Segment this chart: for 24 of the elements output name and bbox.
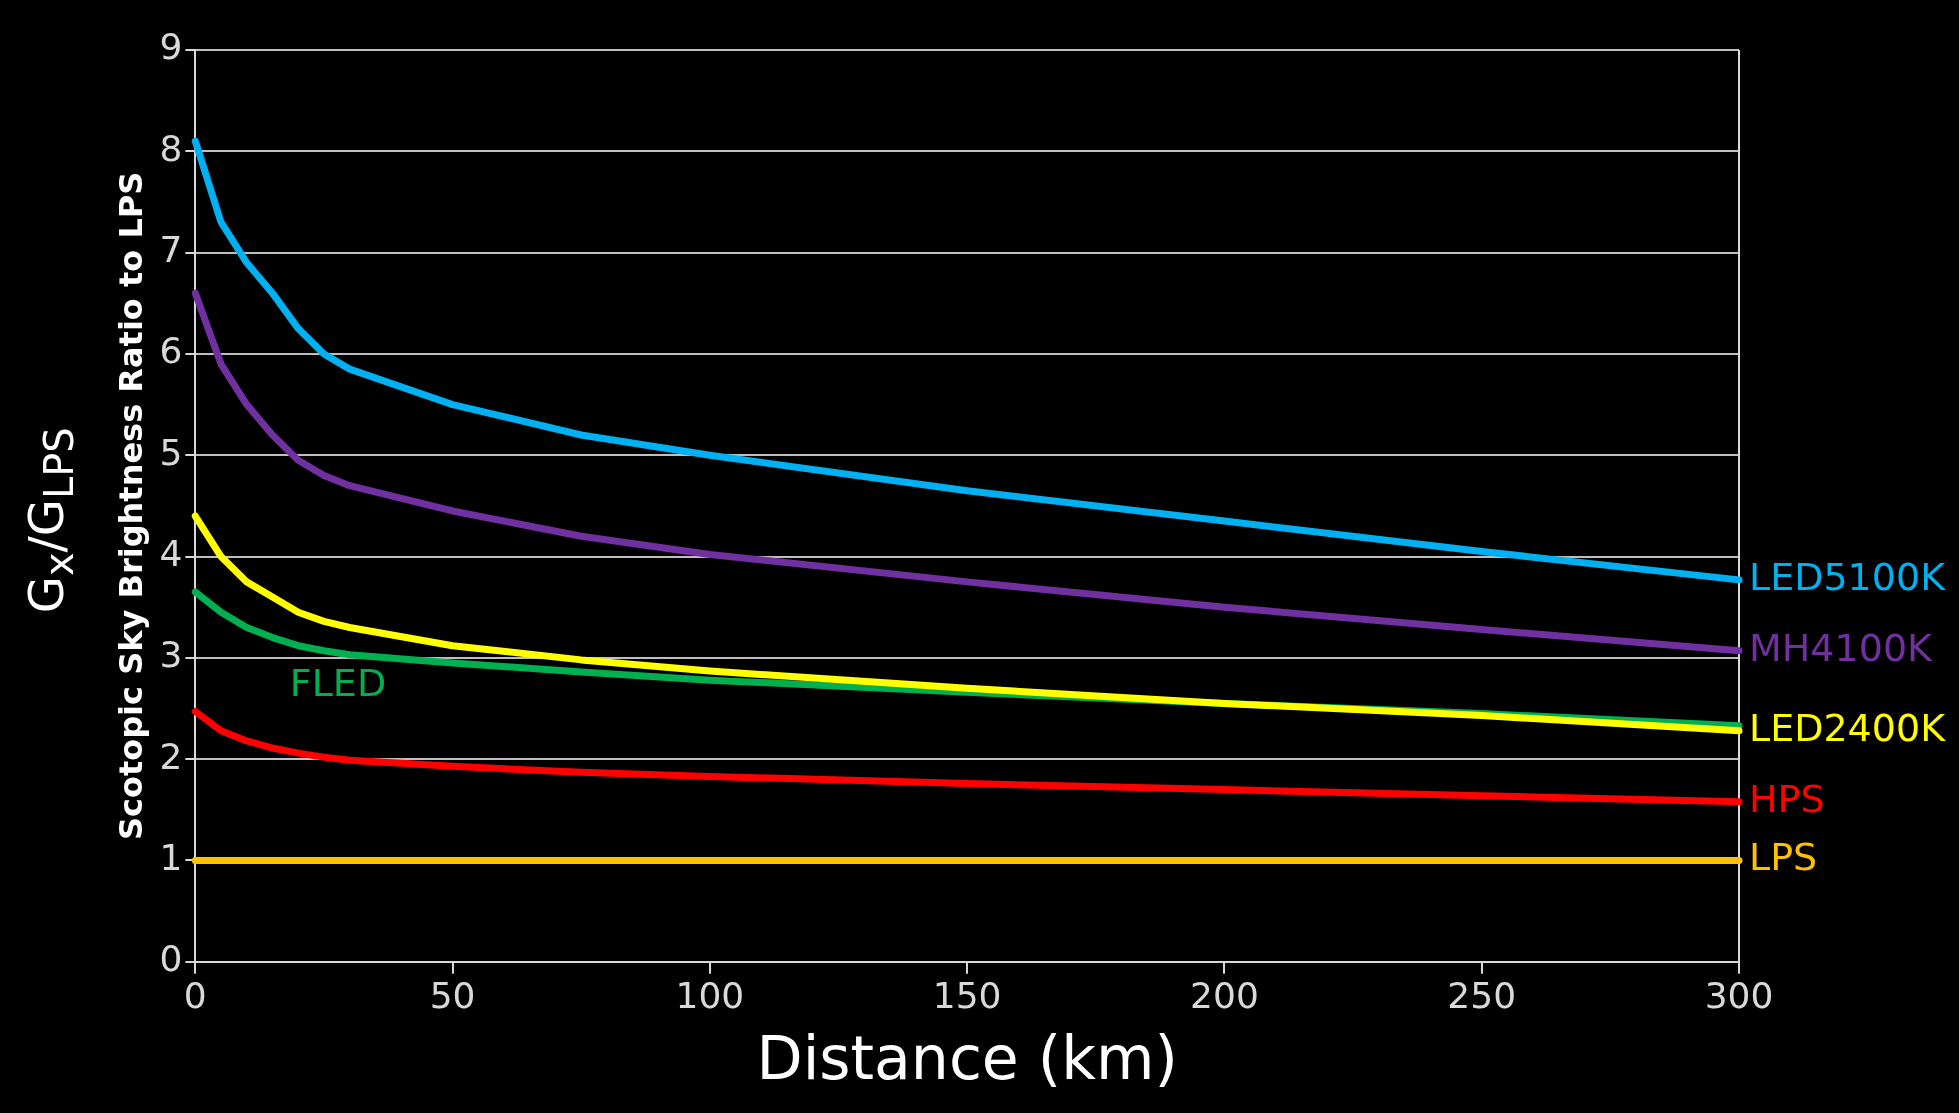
x-tick-label: 50 (429, 974, 476, 1016)
y-tick-label: 9 (159, 26, 183, 68)
series-label: LPS (1749, 835, 1818, 880)
y-tick-label: 7 (159, 228, 183, 270)
series-label: MH4100K (1749, 625, 1934, 670)
y-tick-label: 1 (159, 836, 183, 878)
y-tick-label: 2 (159, 735, 183, 777)
y-tick-label: 0 (159, 938, 183, 980)
y-tick-label: 6 (159, 330, 183, 372)
x-tick-label: 250 (1447, 974, 1517, 1016)
y-tick-label: 3 (159, 634, 183, 676)
series-label: HPS (1749, 776, 1825, 821)
x-tick-label: 300 (1704, 974, 1774, 1016)
x-tick-label: 200 (1190, 974, 1259, 1016)
x-axis-title: Distance (km) (756, 1022, 1178, 1093)
series-label: FLED (289, 660, 387, 705)
y-axis-title: Scotopic Sky Brightness Ratio to LPS (111, 171, 150, 841)
y-tick-label: 5 (159, 431, 183, 473)
y-tick-label: 4 (159, 532, 183, 574)
series-label: LED2400K (1749, 705, 1947, 750)
x-tick-label: 150 (932, 974, 1002, 1016)
series-label: LED5100K (1749, 554, 1947, 599)
x-tick-label: 100 (675, 974, 745, 1016)
y-tick-label: 8 (159, 127, 183, 169)
